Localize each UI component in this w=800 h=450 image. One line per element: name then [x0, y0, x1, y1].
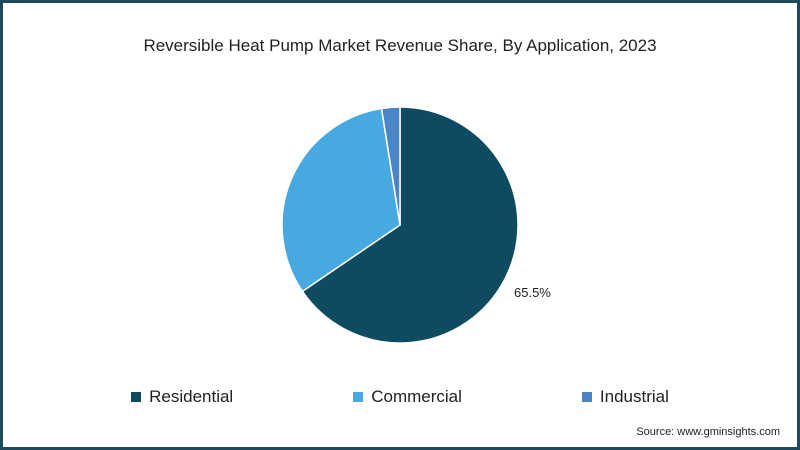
pie-slice-industrial	[380, 106, 401, 226]
legend-swatch	[581, 392, 592, 402]
data-label-residential: 65.5%	[514, 285, 551, 300]
legend: Residential Commercial Industrial	[0, 387, 800, 407]
legend-item-commercial: Commercial	[353, 387, 462, 407]
legend-item-residential: Residential	[131, 387, 233, 407]
legend-label: Commercial	[371, 387, 462, 406]
legend-swatch	[131, 392, 142, 402]
source-note: Source: www.gminsights.com	[636, 426, 780, 438]
legend-label: Industrial	[599, 387, 669, 406]
legend-swatch	[353, 392, 364, 402]
pie-slice-residential	[301, 106, 519, 344]
legend-item-industrial: Industrial	[581, 387, 669, 407]
pie-slice-commercial	[281, 107, 401, 293]
chart-title: Reversible Heat Pump Market Revenue Shar…	[143, 36, 657, 55]
legend-label: Residential	[149, 387, 234, 406]
